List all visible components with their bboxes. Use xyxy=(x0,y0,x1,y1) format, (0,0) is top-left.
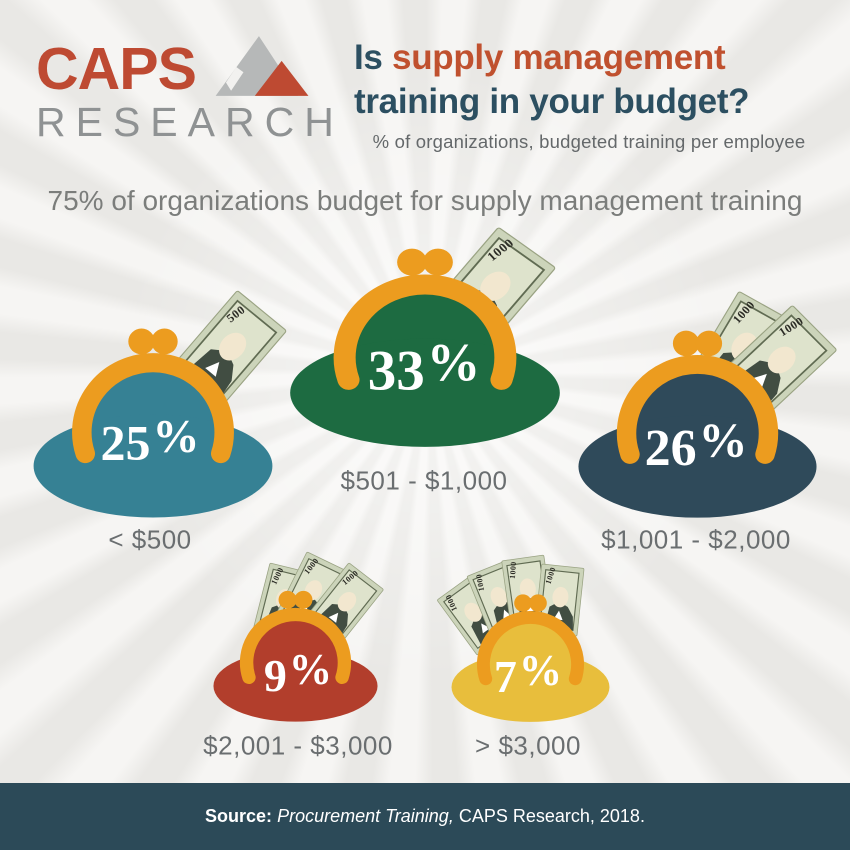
purse-2001-3000: 1000 1000 1000 xyxy=(189,533,402,731)
purse-icon: 500 xyxy=(33,290,287,518)
purse-under-500: 500 xyxy=(0,245,308,531)
percent-sign: % xyxy=(518,646,563,695)
source-rest: CAPS Research, 2018. xyxy=(458,806,645,826)
source-title: Procurement Training, xyxy=(277,806,454,826)
title-highlight: supply management xyxy=(392,38,726,77)
percent-sign: % xyxy=(698,412,748,468)
source-label: Source: xyxy=(205,806,273,826)
range-label-501-1000: $501 - $1,000 xyxy=(340,465,508,496)
range-label-under-500: < $500 xyxy=(108,524,192,555)
percent-2001-3000: 9% xyxy=(263,648,332,701)
purse-icon: 1000 1000 1000 xyxy=(213,551,384,722)
clasp-knob-icon xyxy=(423,248,453,276)
percent-number: 9 xyxy=(263,649,287,701)
page-title: Is supply management training in your bu… xyxy=(354,36,824,124)
range-label-2001-3000: $2,001 - $3,000 xyxy=(203,730,393,761)
headline-statistic: 75% of organizations budget for supply m… xyxy=(47,185,803,216)
purse-over-3000: 1000 1000 1000 xyxy=(428,538,633,731)
clasp-knob-icon xyxy=(529,594,547,612)
footer-source-bar: Source: Procurement Training, CAPS Resea… xyxy=(0,783,850,850)
percent-number: 7 xyxy=(493,650,517,702)
logo-research-text: RESEARCH xyxy=(36,99,344,145)
percent-sign: % xyxy=(426,332,481,393)
clasp-knob-icon xyxy=(278,590,297,609)
clasp-knob-icon xyxy=(151,328,178,355)
mountain-icon xyxy=(215,36,309,96)
range-label-1001-2000: $1,001 - $2,000 xyxy=(601,524,791,555)
logo-caps-text: CAPS xyxy=(36,36,197,102)
percent-over-3000: 7% xyxy=(493,649,562,702)
clasp-knob-icon xyxy=(397,248,427,276)
percent-under-500: 25% xyxy=(100,413,200,471)
clasp-knob-icon xyxy=(514,594,532,612)
title-prefix: Is xyxy=(354,38,383,77)
percent-number: 26 xyxy=(644,420,697,477)
percent-1001-2000: 26% xyxy=(644,416,748,477)
percent-number: 33 xyxy=(367,339,425,403)
title-block: Is supply management training in your bu… xyxy=(354,36,824,153)
range-label-over-3000: > $3,000 xyxy=(475,730,581,761)
clasp-knob-icon xyxy=(128,328,155,355)
purse-icon: 1000 xyxy=(290,227,560,447)
percent-number: 25 xyxy=(100,414,151,471)
purse-1001-2000: 1000 1000 xyxy=(543,248,850,531)
svg-text:1000: 1000 xyxy=(508,561,518,579)
purse-icon: 1000 1000 1000 xyxy=(437,554,610,722)
caps-research-logo: CAPS RESEARCH xyxy=(36,36,344,145)
chart-subtitle: % of organizations, budgeted training pe… xyxy=(372,130,806,152)
svg-text:1000: 1000 xyxy=(474,573,486,592)
clasp-knob-icon xyxy=(672,330,700,357)
purse-icon: 1000 1000 xyxy=(578,291,837,518)
clasp-knob-icon xyxy=(695,330,723,357)
clasp-knob-icon xyxy=(294,590,313,609)
title-line2: training in your budget? xyxy=(354,81,750,121)
percent-501-1000: 33% xyxy=(367,336,481,403)
percent-sign: % xyxy=(288,645,333,694)
purse-501-1000: 1000 xyxy=(250,161,600,461)
percent-sign: % xyxy=(152,410,200,463)
